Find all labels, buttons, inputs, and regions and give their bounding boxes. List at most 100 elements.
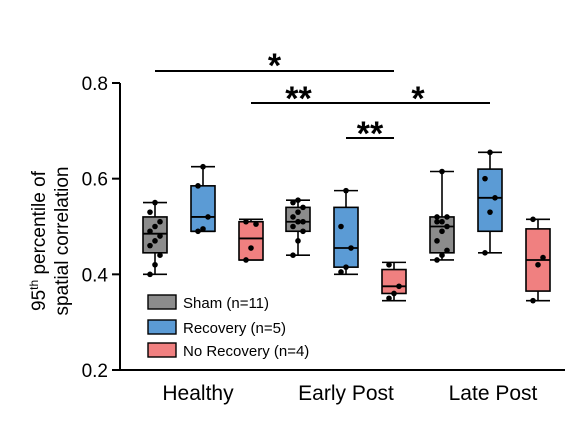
box-1-2 xyxy=(477,149,503,256)
box-2-0 xyxy=(238,218,264,263)
data-point xyxy=(300,204,306,211)
data-point xyxy=(157,233,163,239)
data-point xyxy=(290,214,296,220)
legend-label: Sham (n=11) xyxy=(183,295,269,312)
data-point xyxy=(152,238,158,244)
significance-label: ** xyxy=(285,80,312,118)
legend-label: Recovery (n=5) xyxy=(183,320,286,337)
y-tick-label: 0.6 xyxy=(82,170,108,191)
data-point xyxy=(338,223,344,230)
data-point xyxy=(434,238,440,244)
data-point xyxy=(295,238,301,244)
data-point xyxy=(386,261,392,268)
significance-0: * xyxy=(155,47,394,85)
data-point xyxy=(205,214,211,220)
box-2-2 xyxy=(525,216,551,304)
data-point xyxy=(434,257,440,263)
data-point xyxy=(147,228,153,235)
data-point xyxy=(530,216,536,223)
x-category-label: Healthy xyxy=(162,382,234,405)
data-point xyxy=(157,218,163,225)
data-point xyxy=(195,228,201,235)
data-point xyxy=(439,228,445,235)
data-point xyxy=(482,250,488,256)
data-point xyxy=(295,197,301,203)
legend-label: No Recovery (n=4) xyxy=(183,343,309,360)
significance-label: ** xyxy=(357,115,384,153)
data-point xyxy=(487,149,493,156)
data-point xyxy=(152,261,158,268)
legend-item-1: Recovery (n=5) xyxy=(147,319,286,337)
data-point xyxy=(439,218,445,225)
box-0-2 xyxy=(429,168,455,263)
data-point xyxy=(152,223,158,230)
significance-1: ** xyxy=(251,80,346,118)
data-point xyxy=(434,214,440,220)
data-point xyxy=(482,175,488,182)
data-point xyxy=(444,223,450,230)
box-body xyxy=(381,268,407,295)
data-point xyxy=(540,254,546,261)
data-point xyxy=(253,221,259,227)
data-point xyxy=(290,223,296,230)
data-point xyxy=(290,252,296,258)
data-point xyxy=(195,183,201,189)
data-point xyxy=(434,218,440,225)
data-point xyxy=(147,271,153,278)
data-point xyxy=(439,252,445,258)
significance-brackets: *** *** xyxy=(155,47,490,153)
box-body xyxy=(142,216,168,254)
legend-item-2: No Recovery (n=4) xyxy=(147,342,309,360)
y-axis-label-sup: th xyxy=(27,280,41,290)
data-point xyxy=(396,283,402,290)
data-point xyxy=(300,228,306,235)
data-point xyxy=(200,163,206,170)
axes: 0.8 0.6 0.4 0.2 Healthy Early Post Late Post xyxy=(82,74,565,405)
data-point xyxy=(343,187,349,194)
boxes xyxy=(142,149,551,304)
data-point xyxy=(530,297,536,304)
y-tick-label: 0.2 xyxy=(82,361,108,382)
box-0-1 xyxy=(285,197,311,258)
data-point xyxy=(243,218,249,225)
y-axis-label-rest: percentile of xyxy=(29,170,50,280)
data-point xyxy=(147,242,153,249)
data-point xyxy=(444,214,450,220)
significance-label: * xyxy=(268,47,282,85)
significance-label: * xyxy=(411,80,425,118)
data-point xyxy=(338,269,344,275)
data-point xyxy=(248,245,254,251)
data-point xyxy=(386,295,392,302)
data-point xyxy=(295,218,301,225)
y-axis-label-line1: 95th percentile of xyxy=(27,170,50,311)
box-body xyxy=(238,220,264,261)
x-category-label: Late Post xyxy=(449,382,538,405)
data-point xyxy=(444,247,450,254)
box-body xyxy=(477,168,503,233)
box-2-1 xyxy=(381,261,407,302)
box-0-0 xyxy=(142,199,168,278)
data-point xyxy=(487,209,493,215)
box-body xyxy=(190,185,216,233)
data-point xyxy=(492,195,498,201)
data-point xyxy=(295,209,301,215)
data-point xyxy=(147,209,153,215)
data-point xyxy=(535,261,541,268)
box-1-0 xyxy=(190,163,216,235)
legend-swatch xyxy=(147,319,177,335)
data-point xyxy=(157,252,163,258)
data-point xyxy=(200,226,206,232)
box-body xyxy=(333,206,359,268)
y-axis-label-line2: spatial correlation xyxy=(52,167,73,316)
y-tick-label: 0.8 xyxy=(82,74,108,95)
data-point xyxy=(300,218,306,225)
y-axis-label-base: 95 xyxy=(29,290,50,311)
y-tick-label: 0.4 xyxy=(82,265,109,286)
data-point xyxy=(439,168,445,175)
data-point xyxy=(290,199,296,206)
data-point xyxy=(152,199,158,206)
data-point xyxy=(348,245,354,251)
legend-swatch xyxy=(147,294,177,310)
box-1-1 xyxy=(333,187,359,276)
